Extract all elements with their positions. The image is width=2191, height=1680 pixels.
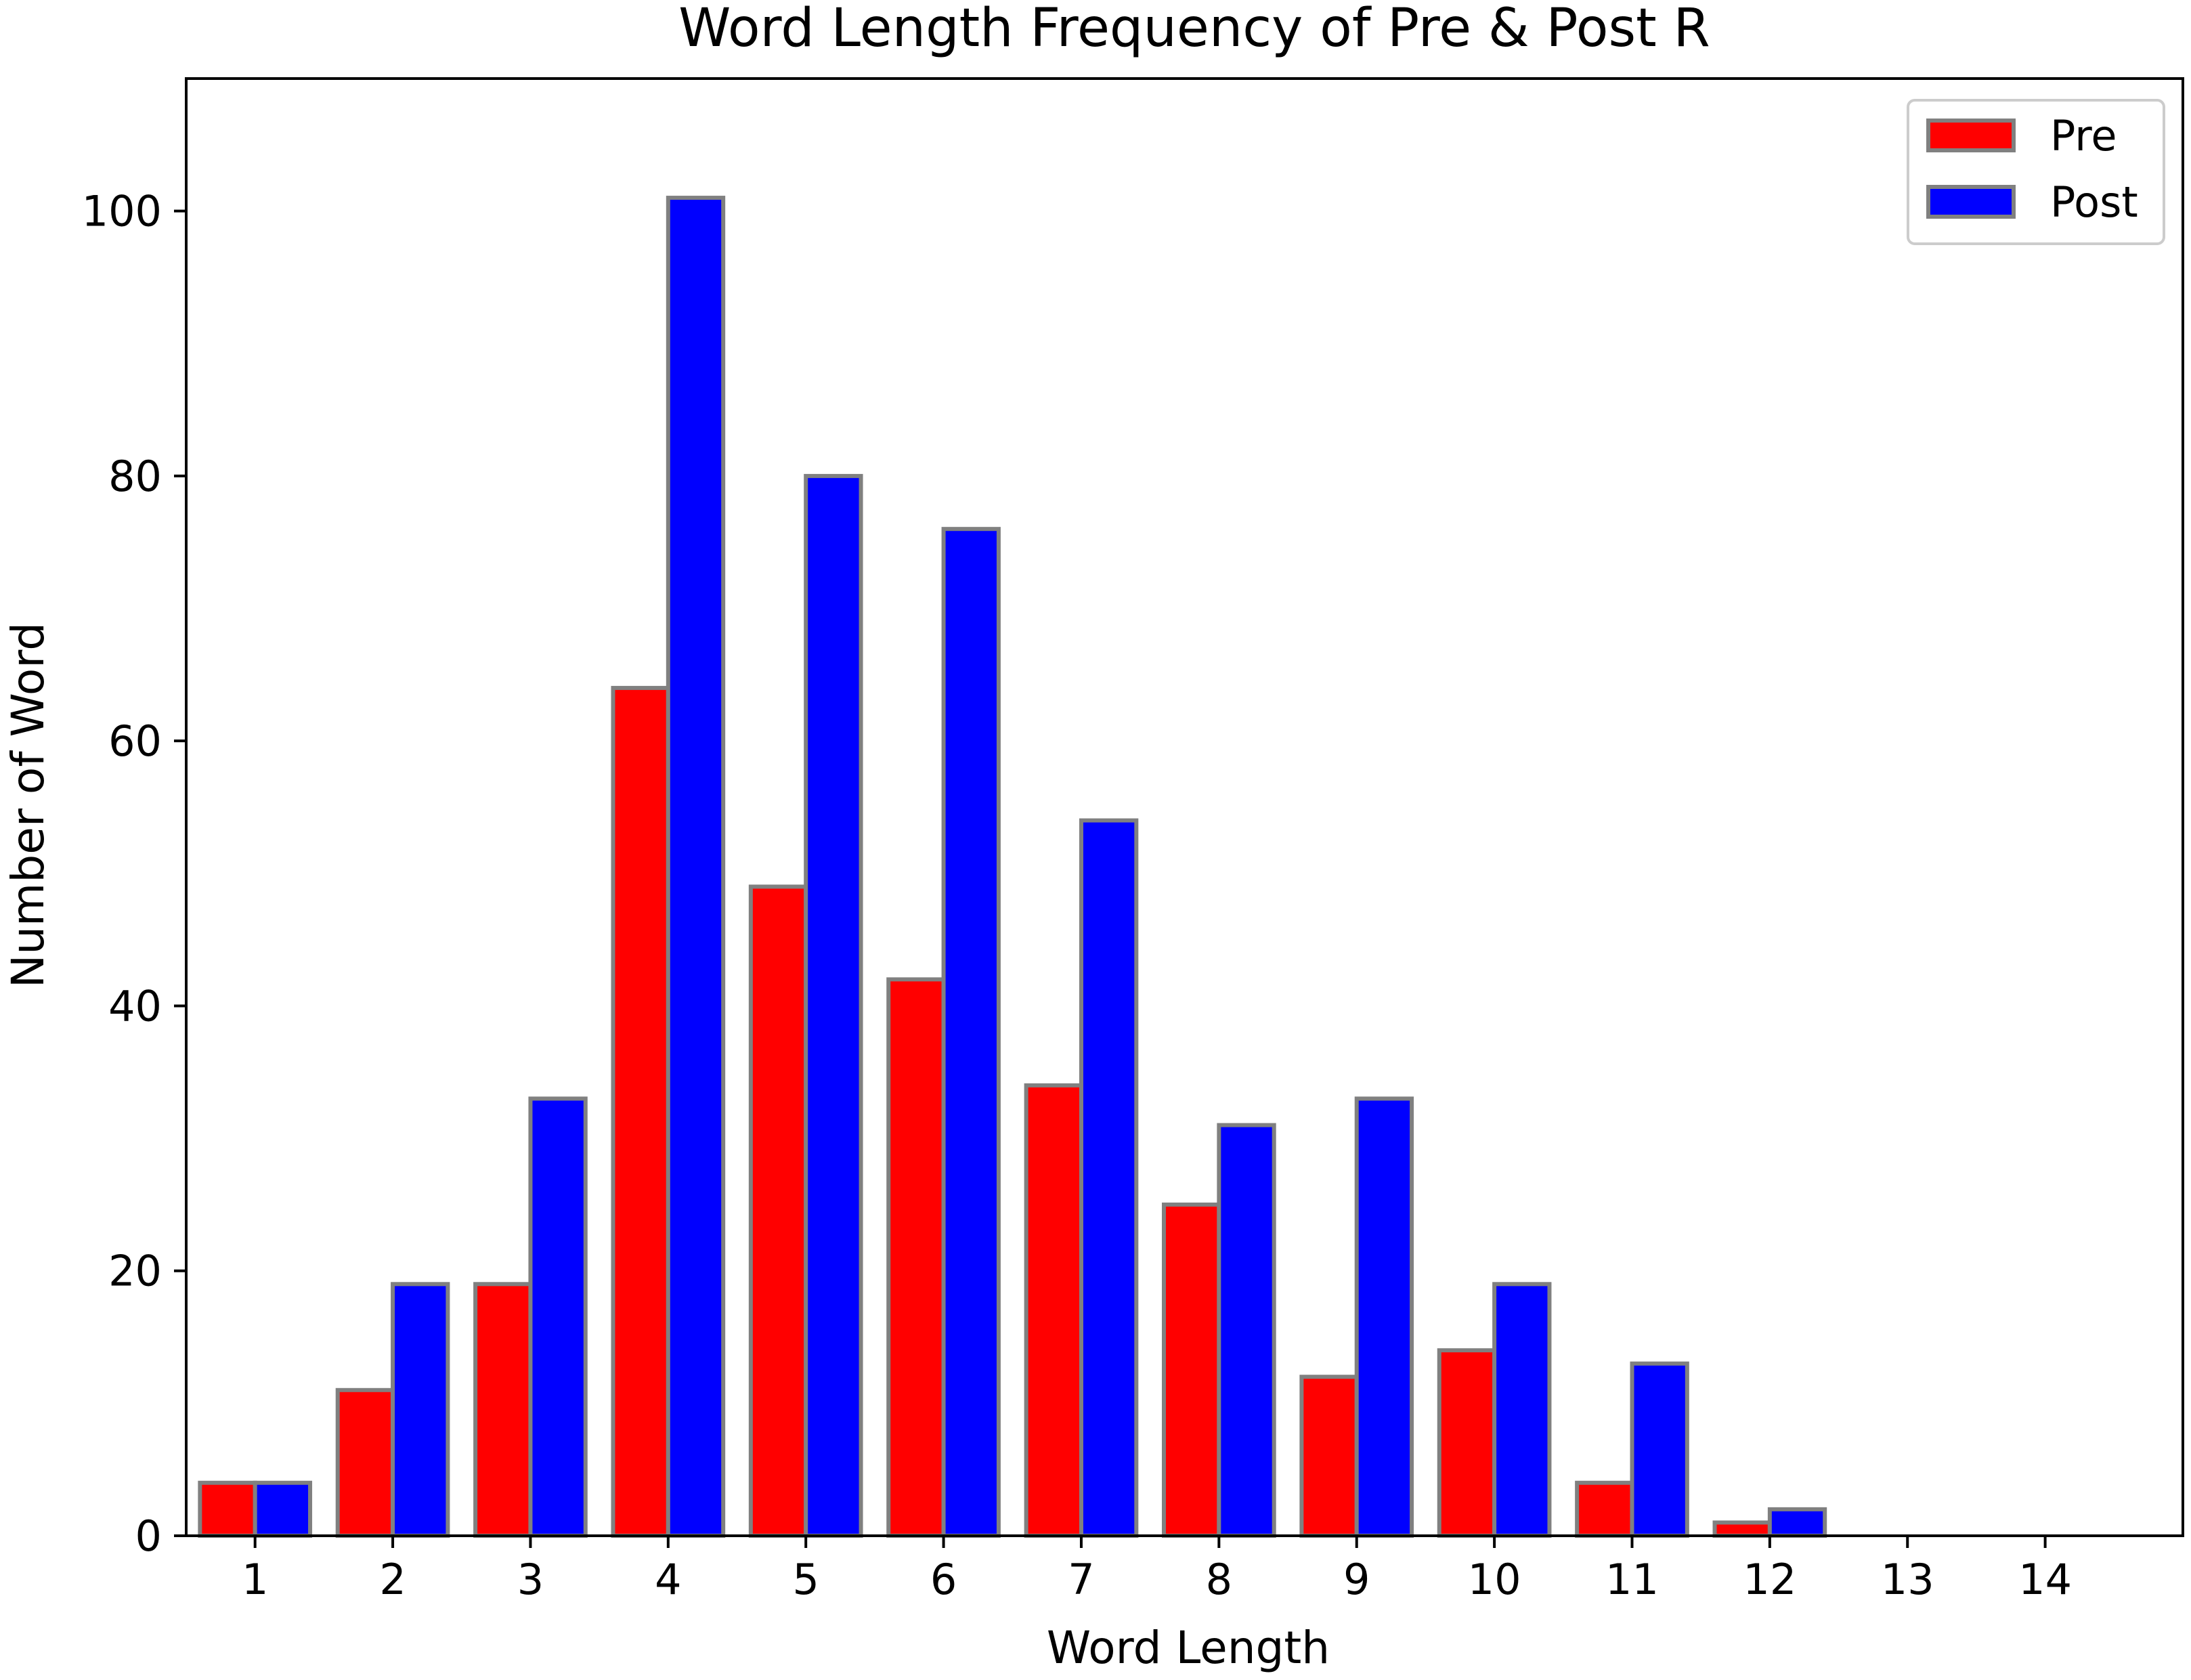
x-tick-label: 4 [655, 1555, 681, 1604]
bar-post-7 [1079, 818, 1139, 1538]
x-tick-label: 12 [1743, 1555, 1796, 1604]
x-tick-label: 11 [1605, 1555, 1659, 1604]
x-tick-label: 3 [517, 1555, 544, 1604]
bar-post-6 [941, 527, 1001, 1538]
bar-pre-7 [1024, 1083, 1083, 1538]
x-axis-label: Word Length [1047, 1622, 1330, 1674]
bar-post-11 [1630, 1361, 1689, 1538]
bar-pre-3 [473, 1282, 533, 1538]
x-tick-label: 5 [792, 1555, 819, 1604]
y-tick-label: 100 [82, 187, 162, 236]
legend: Pre Post [1907, 99, 2165, 245]
x-tick-label: 7 [1068, 1555, 1094, 1604]
y-tick-label: 40 [108, 981, 162, 1031]
legend-swatch-pre [1926, 119, 2016, 152]
bar-pre-2 [335, 1387, 395, 1538]
bar-post-12 [1767, 1507, 1827, 1538]
series-pre [198, 685, 1772, 1538]
y-tick-label: 80 [108, 452, 162, 501]
bar-post-1 [253, 1480, 313, 1538]
y-tick-label: 0 [135, 1511, 162, 1561]
x-tick-label: 10 [1468, 1555, 1521, 1604]
chart-title: Word Length Frequency of Pre & Post R [678, 0, 1710, 59]
x-tick-label: 14 [2018, 1555, 2072, 1604]
bar-post-4 [666, 196, 726, 1538]
bar-post-3 [528, 1096, 588, 1538]
plot-frame [185, 77, 2184, 1537]
legend-label-pre: Pre [2050, 111, 2117, 160]
x-tick-label: 2 [379, 1555, 406, 1604]
bars-layer [198, 196, 1827, 1538]
x-tick-label: 9 [1343, 1555, 1370, 1604]
bar-pre-10 [1437, 1348, 1497, 1538]
bar-pre-12 [1712, 1520, 1772, 1538]
bar-pre-1 [198, 1480, 257, 1538]
bar-post-5 [804, 473, 863, 1538]
bar-post-2 [391, 1282, 450, 1538]
bar-post-8 [1217, 1123, 1276, 1538]
bar-pre-5 [748, 884, 808, 1538]
bar-post-9 [1354, 1096, 1414, 1538]
x-tick-label: 1 [242, 1555, 268, 1604]
x-tick-label: 8 [1206, 1555, 1232, 1604]
bar-pre-9 [1299, 1375, 1359, 1538]
bar-pre-6 [886, 977, 946, 1538]
bar-pre-11 [1575, 1480, 1634, 1538]
bar-pre-4 [611, 685, 670, 1538]
bar-pre-8 [1161, 1202, 1221, 1538]
x-tick-label: 13 [1881, 1555, 1934, 1604]
y-axis-label: Number of Word [2, 622, 54, 988]
y-tick-label: 60 [108, 716, 162, 766]
series-post [253, 196, 1827, 1538]
y-tick-label: 20 [108, 1247, 162, 1296]
bar-post-10 [1492, 1282, 1552, 1538]
legend-swatch-post [1926, 185, 2016, 219]
x-tick-label: 6 [930, 1555, 957, 1604]
legend-label-post: Post [2050, 177, 2138, 227]
